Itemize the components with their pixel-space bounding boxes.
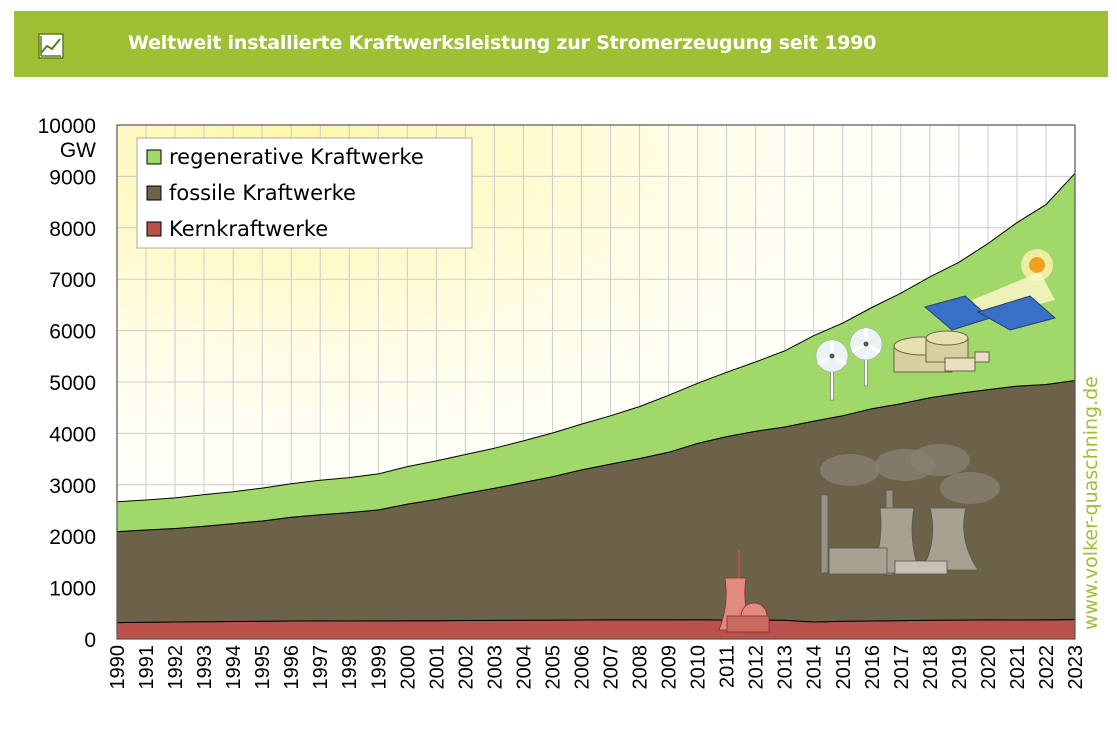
smoke-cloud [820, 454, 880, 486]
y-tick-label: 10000 [38, 115, 96, 138]
x-tick-label: 1992 [165, 645, 187, 690]
reactor-building-icon [726, 615, 770, 633]
biogas-dome-icon [925, 330, 969, 346]
coal-conveyor [894, 560, 948, 575]
x-tick-label: 2006 [571, 645, 593, 690]
x-tick-label: 1999 [368, 645, 390, 690]
x-tick-label: 2009 [659, 645, 681, 690]
wind-turbine-hub [863, 341, 869, 347]
x-tick-label: 1994 [223, 645, 245, 690]
x-tick-label: 1995 [252, 645, 274, 690]
x-tick-label: 2007 [601, 645, 623, 690]
x-tick-label: 2004 [513, 645, 535, 690]
y-tick-label: 2000 [49, 526, 96, 549]
sun-icon [1029, 257, 1045, 273]
legend-label: regenerative Kraftwerke [169, 145, 424, 169]
smoke-cloud [910, 444, 970, 476]
y-axis-unit: GW [60, 139, 96, 162]
plot-frame [116, 124, 1076, 640]
y-tick-label: 6000 [49, 321, 96, 344]
x-tick-label: 2015 [833, 645, 855, 690]
y-tick-label: 8000 [49, 218, 96, 241]
biogas-building-icon [944, 357, 976, 372]
x-tick-label: 2019 [949, 645, 971, 690]
y-tick-label: 0 [84, 629, 96, 652]
chimney-icon [820, 494, 829, 574]
x-tick-label: 2016 [862, 645, 884, 690]
x-tick-label: 2005 [542, 645, 564, 690]
power-plant-building [828, 547, 888, 575]
x-tick-label: 2010 [688, 645, 710, 690]
watermark: www.volker-quaschning.de [1080, 376, 1102, 630]
x-tick-label: 1998 [339, 645, 361, 690]
x-tick-label: 2003 [484, 645, 506, 690]
x-tick-label: 2022 [1036, 645, 1058, 690]
x-tick-label: 2008 [630, 645, 652, 690]
y-tick-label: 7000 [49, 269, 96, 292]
legend: regenerative Kraftwerke fossile Kraftwerk… [136, 137, 473, 249]
light-beam [972, 272, 1055, 318]
nuclear-chimney-icon [738, 550, 740, 578]
x-tick-label: 2017 [891, 645, 913, 690]
x-tick-label: 1993 [194, 645, 216, 690]
x-tick-label: 2002 [455, 645, 477, 690]
legend-label: Kernkraftwerke [169, 217, 328, 241]
y-tick-label: 3000 [49, 475, 96, 498]
x-tick-label: 1991 [136, 645, 158, 690]
x-tick-label: 2021 [1007, 645, 1029, 690]
legend-box [136, 137, 473, 249]
legend-swatch [146, 221, 162, 237]
legend-swatch [146, 149, 162, 165]
x-tick-label: 2023 [1065, 645, 1087, 690]
x-tick-label: 1990 [107, 645, 129, 690]
solar-panel-icon [976, 295, 1057, 331]
y-axis: 0 1000 2000 3000 4000 5000 6000 7000 8000 9000 100… [38, 115, 96, 652]
area-kernkraftwerke [116, 619, 1076, 640]
y-tick-label: 1000 [49, 578, 96, 601]
x-tick-label: 2001 [426, 645, 448, 690]
y-tick-label: 5000 [49, 372, 96, 395]
wind-turbine-blade [865, 342, 881, 354]
legend-swatch [146, 185, 162, 201]
x-tick-label: 2014 [804, 645, 826, 690]
x-tick-label: 2020 [978, 645, 1000, 690]
line-chart-icon [38, 33, 64, 59]
x-axis: 1990 1991 1992 1993 1994 1995 1996 1997 1998 1999… [107, 645, 1087, 690]
biogas-building-icon [974, 351, 990, 363]
y-tick-label: 4000 [49, 423, 96, 446]
x-tick-label: 2011 [717, 645, 739, 688]
y-tick-label: 9000 [49, 166, 96, 189]
x-tick-label: 2012 [746, 645, 768, 690]
x-tick-label: 2013 [775, 645, 797, 690]
page-title: Weltweit installierte Kraftwerksleistung… [128, 32, 877, 54]
x-tick-label: 1996 [281, 645, 303, 690]
smoke-cloud [940, 472, 1000, 504]
header-bar: Weltweit installierte Kraftwerksleistung… [14, 11, 1108, 77]
wind-turbine-blade [851, 342, 867, 354]
wind-turbine-hub [829, 353, 835, 359]
x-tick-label: 1997 [310, 645, 332, 690]
chart-illustrations [718, 249, 1057, 633]
x-tick-label: 2000 [397, 645, 419, 690]
x-tick-label: 2018 [920, 645, 942, 690]
legend-label: fossile Kraftwerke [169, 181, 356, 205]
cooling-tower-icon [921, 507, 979, 571]
wind-turbine-blade [831, 354, 847, 366]
wind-turbine-blade [817, 354, 833, 366]
